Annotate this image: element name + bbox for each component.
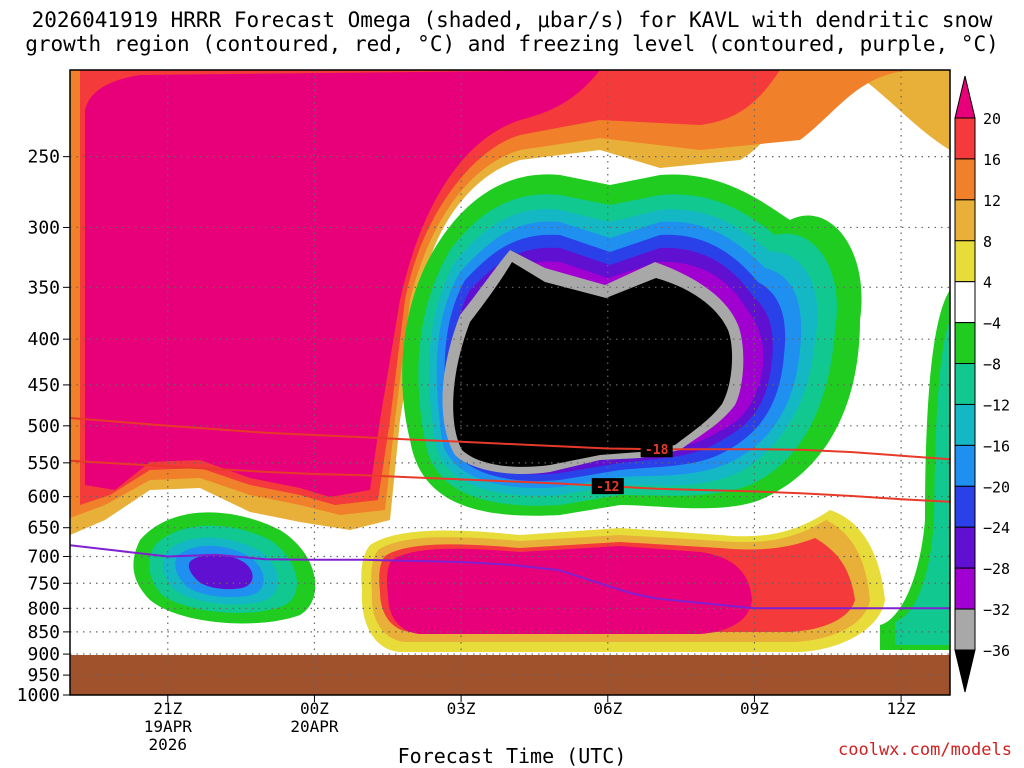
- plot-frame: [69, 69, 951, 696]
- x-tick-label: 19APR: [144, 717, 193, 736]
- ascent-core-strong: [453, 262, 733, 467]
- x-tick-label: 12Z: [887, 699, 916, 718]
- y-tick-label: 450: [27, 375, 60, 396]
- y-tick-label: 750: [27, 573, 60, 594]
- colorbar-label: −8: [983, 356, 1001, 374]
- contours: -18 -12: [70, 417, 950, 610]
- colorbar-label: 16: [983, 151, 1001, 169]
- colorbar-swatch: [954, 158, 976, 201]
- ascent-cell-lower-left-24: [188, 554, 253, 590]
- y-tick-label: 900: [27, 644, 60, 665]
- y-tick-label: 700: [27, 546, 60, 567]
- colorbar-label: −24: [983, 519, 1010, 537]
- colorbar-label: −12: [983, 396, 1010, 414]
- colorbar-label: 20: [983, 110, 1001, 128]
- x-tick-label: 09Z: [740, 699, 769, 718]
- colorbar-arrow-bottom: [954, 649, 976, 693]
- colorbar-arrow-top: [954, 75, 976, 119]
- chart-title-line-2: growth region (contoured, red, °C) and f…: [25, 32, 999, 56]
- colorbar-swatch: [954, 240, 976, 283]
- contour-minus12: [70, 459, 950, 503]
- colorbar-swatch: [954, 322, 976, 365]
- colorbar-label: 12: [983, 192, 1001, 210]
- subsidence-low-20: [387, 546, 752, 634]
- credit-text: coolwx.com/models: [838, 740, 1012, 760]
- contour-minus18: [70, 417, 950, 461]
- chart-title-line-1: 2026041919 HRRR Forecast Omega (shaded, …: [31, 8, 993, 32]
- y-tick-label: 650: [27, 518, 60, 539]
- colorbar-label: 8: [983, 233, 992, 251]
- contour-freezing-level: [70, 544, 950, 610]
- colorbar-label: −4: [983, 315, 1001, 333]
- x-axis-label: Forecast Time (UTC): [397, 744, 627, 768]
- y-tick-label: 350: [27, 277, 60, 298]
- y-tick-label: 400: [27, 329, 60, 350]
- colorbar-label: −32: [983, 601, 1010, 619]
- contour-label-box: [640, 441, 673, 458]
- y-tick-label: 1000: [17, 685, 60, 706]
- y-tick-label: 800: [27, 598, 60, 619]
- colorbar-swatch: [954, 526, 976, 569]
- colorbar-swatch: [954, 567, 976, 610]
- contour-label: -18: [645, 443, 669, 458]
- colorbar-label: −16: [983, 437, 1010, 455]
- colorbar-swatch: [954, 485, 976, 528]
- x-tick-label: 21Z: [153, 699, 182, 718]
- colorbar: 20 16 12 8 4 −4 −8 −12 −16 −20 −24 −28 −32 −36: [954, 75, 1010, 693]
- colorbar-swatch: [954, 117, 976, 160]
- y-tick-label: 250: [27, 147, 60, 168]
- ascent-right-edge-12: [895, 320, 950, 645]
- subsidence-upper-left-20: [85, 70, 600, 497]
- colorbar-label: 4: [983, 274, 992, 292]
- grid: [70, 70, 950, 695]
- x-tick-label: 06Z: [593, 699, 622, 718]
- y-tick-label: 300: [27, 217, 60, 238]
- x-tick-label: 00Z: [300, 699, 329, 718]
- y-tick-label: 850: [27, 622, 60, 643]
- y-tick-label: 600: [27, 487, 60, 508]
- y-tick-label: 500: [27, 416, 60, 437]
- x-tick-label: 2026: [149, 735, 188, 754]
- colorbar-label: −36: [983, 642, 1010, 660]
- colorbar-swatch: [954, 608, 976, 651]
- colorbar-label: −28: [983, 560, 1010, 578]
- contour-label-box: [591, 478, 624, 495]
- x-tick-label: 20APR: [290, 717, 339, 736]
- colorbar-swatch: [954, 363, 976, 405]
- colorbar-label: −20: [983, 478, 1010, 496]
- omega-shading: [70, 70, 950, 695]
- y-axis: 2503003504004505005506006507007508008509…: [17, 147, 70, 706]
- colorbar-swatch: [954, 199, 976, 242]
- ground: [70, 655, 950, 695]
- x-tick-label: 03Z: [447, 699, 476, 718]
- colorbar-swatch: [954, 403, 976, 446]
- colorbar-swatch: [954, 444, 976, 487]
- y-tick-label: 950: [27, 665, 60, 686]
- contour-label: -12: [596, 480, 619, 495]
- colorbar-swatch: [954, 281, 976, 324]
- y-tick-label: 550: [27, 453, 60, 474]
